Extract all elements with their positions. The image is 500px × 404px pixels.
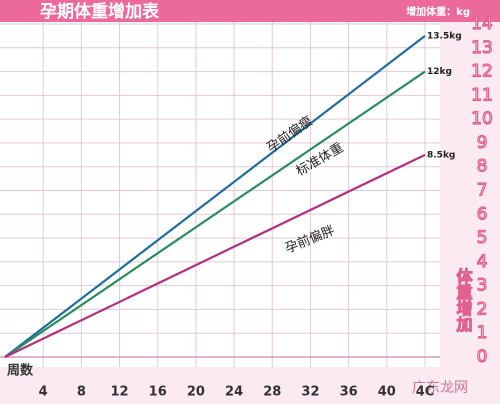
data-label: 8.5kg: [427, 150, 455, 160]
y-axis-title-group: 体重增加: [453, 267, 474, 334]
y-tick-label: 4: [477, 252, 488, 272]
x-axis-title: 周数: [7, 363, 34, 379]
chart-title: 孕期体重增加表: [40, 1, 160, 22]
x-tick-label: 4: [39, 385, 48, 400]
y-tick-label: 6: [477, 204, 488, 224]
x-tick-label: 40: [378, 385, 396, 400]
x-tick-label: 12: [110, 385, 128, 400]
y-tick-label: 10: [471, 109, 493, 129]
x-tick-label: 8: [77, 385, 86, 400]
line: [4, 35, 426, 358]
y-tick-label: 9: [477, 133, 488, 153]
title-bar: [0, 0, 500, 22]
y-tick-label: 12: [471, 62, 493, 82]
line: [4, 70, 426, 358]
x-tick-label: 16: [149, 385, 167, 400]
x-tick-label: 32: [301, 385, 319, 400]
y-tick-label: 8: [477, 157, 488, 177]
y-tick-label: 0: [477, 347, 488, 367]
y-tick-label: 7: [477, 181, 488, 201]
y-tick-label: 1: [477, 323, 488, 343]
y-tick-label: 14: [471, 14, 493, 34]
watermark: 广东龙网: [412, 380, 468, 396]
x-tick-label: 24: [225, 385, 243, 400]
y-tick-label: 13: [471, 38, 493, 58]
x-tick-label: 36: [340, 385, 358, 400]
y-axis-title: 体重增加: [454, 267, 474, 333]
x-tick-label: 28: [263, 385, 281, 400]
data-label: 12kg: [427, 67, 452, 77]
y-unit: 增加体重：kg: [406, 5, 470, 18]
line: [4, 153, 426, 358]
y-tick-label: 3: [477, 276, 488, 296]
x-tick-label: 20: [187, 385, 205, 400]
y-tick-label: 2: [477, 299, 488, 319]
x-tick-label: 4C: [416, 385, 435, 400]
y-tick-label: 11: [471, 85, 493, 105]
y-tick-label: 5: [477, 228, 488, 248]
data-label: 13.5kg: [427, 31, 462, 41]
